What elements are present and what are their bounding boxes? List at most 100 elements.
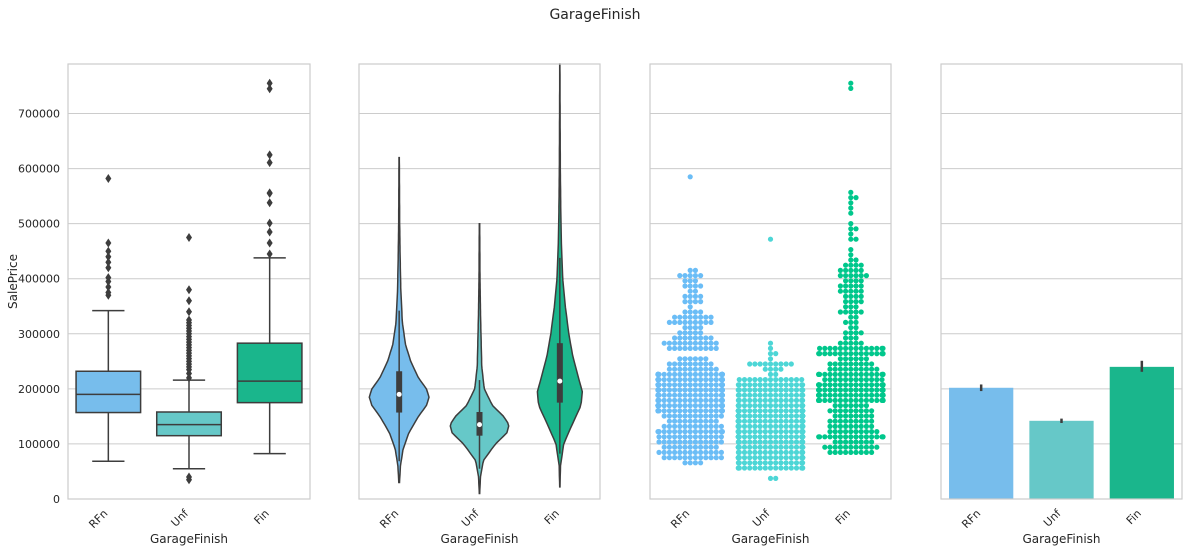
swarm-point xyxy=(719,403,725,409)
swarm-point xyxy=(848,345,854,351)
swarm-point xyxy=(661,413,667,419)
swarm-point xyxy=(848,351,854,357)
swarm-point xyxy=(692,408,699,414)
swarm-point xyxy=(752,403,758,409)
y-axis-label: SalePrice xyxy=(6,254,20,309)
swarm-point xyxy=(832,351,838,357)
swarm-point xyxy=(672,403,678,409)
swarm-point xyxy=(843,366,849,372)
swarm-point xyxy=(783,465,789,471)
swarm-point xyxy=(837,434,844,440)
swarm-point xyxy=(869,371,875,377)
swarm-point xyxy=(762,449,768,455)
swarm-point xyxy=(880,371,886,377)
swarm-point xyxy=(816,382,822,388)
outlier-marker xyxy=(186,315,192,325)
swarm-point xyxy=(677,314,683,320)
swarm-point xyxy=(762,434,768,440)
swarm-point xyxy=(773,429,779,435)
swarm-point xyxy=(677,273,683,279)
swarm-point xyxy=(747,403,753,409)
swarm-point xyxy=(703,455,709,461)
swarm-point xyxy=(783,382,789,388)
swarm-point xyxy=(708,340,714,346)
swarm-point xyxy=(757,434,763,440)
swarm-point xyxy=(853,340,859,346)
box-iqr xyxy=(155,411,223,437)
swarm-point xyxy=(788,455,794,461)
outlier-marker xyxy=(266,158,273,168)
swarm-point xyxy=(773,392,779,398)
swarm-point xyxy=(837,283,844,289)
swarm-point xyxy=(773,387,779,393)
swarm-point xyxy=(793,408,800,414)
swarm-point xyxy=(752,387,758,393)
swarm-point xyxy=(788,397,794,403)
swarm-point xyxy=(687,288,693,294)
swarm-point xyxy=(713,403,719,409)
swarm-point xyxy=(837,345,844,351)
swarm-point xyxy=(767,449,774,455)
swarm-point xyxy=(741,397,748,403)
swarm-point xyxy=(788,434,794,440)
swarm-point xyxy=(682,408,688,414)
swarm-point xyxy=(832,418,838,424)
swarm-point xyxy=(682,449,688,455)
swarm-point xyxy=(843,397,849,403)
x-tick-label: RFn xyxy=(668,507,692,531)
swarm-point xyxy=(837,351,844,357)
swarm-point xyxy=(698,299,704,305)
swarm-point xyxy=(747,413,753,419)
swarm-point xyxy=(713,444,719,450)
swarm-point xyxy=(661,377,667,383)
swarm-point xyxy=(827,361,833,367)
x-tick-label: Fin xyxy=(252,507,272,527)
swarm-point xyxy=(848,449,854,455)
swarm-point xyxy=(773,460,779,466)
swarm-point xyxy=(848,80,854,86)
swarm-point xyxy=(698,335,704,341)
swarm-point xyxy=(708,429,714,435)
outlier-marker xyxy=(266,188,273,198)
swarm-point xyxy=(708,377,714,383)
swarm-point xyxy=(783,377,789,383)
swarm-point xyxy=(874,371,880,377)
swarm-point xyxy=(682,278,688,284)
swarm-point xyxy=(735,387,742,393)
swarm-point xyxy=(698,283,704,289)
swarm-point xyxy=(837,392,844,398)
swarm-point xyxy=(655,377,661,383)
swarm-point xyxy=(843,423,849,429)
swarm-point xyxy=(677,340,683,346)
swarm-point xyxy=(800,382,806,388)
swarm-point xyxy=(853,288,859,294)
swarm-point xyxy=(735,460,742,466)
swarm-point xyxy=(832,371,838,377)
swarm-point xyxy=(858,273,864,279)
swarm-point xyxy=(853,278,859,284)
swarm-point xyxy=(778,408,784,414)
swarm-point xyxy=(767,455,774,461)
swarm-point xyxy=(661,397,667,403)
y-tick-label: 600000 xyxy=(18,163,60,176)
swarm-point xyxy=(666,403,673,409)
swarm-point xyxy=(677,345,683,351)
swarm-point xyxy=(666,345,673,351)
swarm-point xyxy=(869,449,875,455)
swarm-point xyxy=(703,314,709,320)
swarm-point xyxy=(752,413,758,419)
swarm-point xyxy=(767,475,774,481)
swarm-point xyxy=(747,429,753,435)
swarm-point xyxy=(863,423,870,429)
swarm-point xyxy=(837,273,844,279)
swarm-point xyxy=(822,345,828,351)
swarm-point xyxy=(703,377,709,383)
swarm-point xyxy=(687,434,693,440)
swarm-point xyxy=(698,273,704,279)
swarm-point xyxy=(677,377,683,383)
swarm-point xyxy=(682,444,688,450)
swarm-point xyxy=(783,429,789,435)
swarm-point xyxy=(762,423,768,429)
swarm-point xyxy=(698,397,704,403)
swarm-point xyxy=(708,413,714,419)
